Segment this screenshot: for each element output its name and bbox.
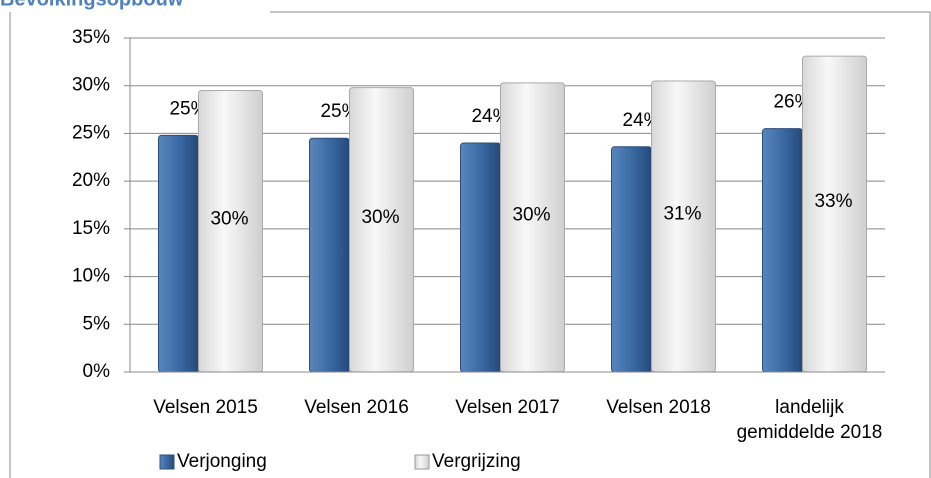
bar [802,55,867,373]
y-tick-label: 5% [83,313,111,334]
x-tick-label: Velsen 2015 [153,397,258,418]
y-tick-label: 20% [72,170,110,191]
data-label: 30% [512,204,550,225]
bar [198,89,263,373]
x-tick-label: Velsen 2017 [455,397,560,418]
x-tick-label: Velsen 2018 [606,397,711,418]
y-tick-label: 25% [72,122,110,143]
legend-swatch [159,454,175,470]
bar [762,128,803,373]
chart-title: Bevolkingsopbouw [0,0,184,10]
bar [611,146,652,373]
x-tick-label: Velsen 2016 [304,397,409,418]
x-tick-label: landelijk gemiddelde 2018 [736,397,883,443]
y-tick-label: 0% [83,361,111,382]
data-label: 33% [814,191,852,212]
data-label: 31% [663,203,701,224]
legend-label: Vergrijzing [432,451,521,472]
y-tick-label: 15% [72,218,110,239]
y-tick-label: 30% [72,75,110,96]
bar [349,87,414,373]
data-label: 30% [361,207,399,228]
bar [651,80,716,373]
bar [309,137,350,373]
data-label: 30% [210,208,248,229]
legend-label: Verjonging [177,451,267,472]
legend-swatch [414,454,430,470]
bar [158,134,199,373]
y-tick-label: 35% [72,27,110,48]
bar [460,142,501,373]
y-tick-label: 10% [72,266,110,287]
bar [500,82,565,373]
